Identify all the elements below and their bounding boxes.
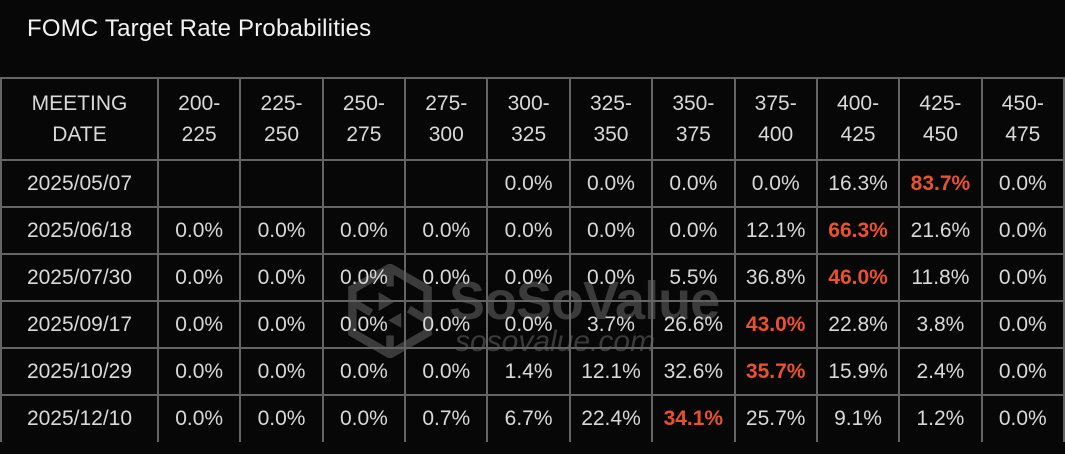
probability-cell: 0.0% (239, 300, 324, 349)
probability-cell: 0.0% (156, 394, 242, 442)
table-row: 2025/05/07 0.0% 0.0% 0.0% 0.0% 16.3% 83.7% 0.0% (0, 159, 1065, 208)
probability-cell: 0.0% (486, 206, 571, 255)
probability-cell: 0.0% (980, 394, 1065, 442)
probability-cell: 22.8% (815, 300, 901, 349)
probability-cell: 0.0% (321, 253, 407, 302)
probability-cell: 35.7% (733, 347, 818, 396)
fomc-probability-table: MEETING DATE 200- 225 225- 250 250- 275 275… (0, 77, 1065, 442)
probability-cell: 6.7% (486, 394, 571, 442)
probability-cell: 0.0% (568, 206, 654, 255)
probability-cell: 0.0% (321, 347, 407, 396)
rate-range-header: 200- 225 (156, 77, 242, 161)
probability-cell: 0.0% (404, 300, 489, 349)
probability-cell: 0.0% (321, 206, 407, 255)
rate-range-header: 225- 250 (239, 77, 324, 161)
probability-cell: 0.0% (651, 159, 736, 208)
meeting-date-header: MEETING DATE (0, 77, 159, 161)
probability-cell: 11.8% (898, 253, 983, 302)
probability-cell (156, 159, 242, 208)
rate-range-header: 350- 375 (651, 77, 736, 161)
probability-cell: 0.0% (568, 159, 654, 208)
meeting-date-cell: 2025/10/29 (0, 347, 159, 396)
probability-cell: 46.0% (815, 253, 901, 302)
probability-cell: 0.7% (404, 394, 489, 442)
probability-cell (404, 159, 489, 208)
probability-cell: 0.0% (156, 347, 242, 396)
probability-cell: 0.0% (651, 206, 736, 255)
probability-cell: 0.0% (239, 347, 324, 396)
rate-range-header: 375- 400 (733, 77, 818, 161)
probability-cell: 66.3% (815, 206, 901, 255)
table-body: 2025/05/07 0.0% 0.0% 0.0% 0.0% 16.3% 83.7% 0.0%… (0, 159, 1065, 442)
probability-cell: 16.3% (815, 159, 901, 208)
page-title: FOMC Target Rate Probabilities (27, 15, 372, 42)
probability-cell: 0.0% (239, 394, 324, 442)
probability-cell: 26.6% (651, 300, 736, 349)
probability-cell: 0.0% (980, 159, 1065, 208)
rate-range-header: 325- 350 (568, 77, 654, 161)
probability-cell: 0.0% (568, 253, 654, 302)
probability-cell: 36.8% (733, 253, 818, 302)
probability-cell: 12.1% (568, 347, 654, 396)
probability-cell: 0.0% (980, 347, 1065, 396)
probability-cell: 0.0% (239, 206, 324, 255)
rate-range-header: 400- 425 (815, 77, 901, 161)
probability-cell: 0.0% (486, 300, 571, 349)
probability-cell: 0.0% (733, 159, 818, 208)
probability-cell: 0.0% (404, 347, 489, 396)
probability-cell: 32.6% (651, 347, 736, 396)
probability-cell (239, 159, 324, 208)
probability-cell: 1.4% (486, 347, 571, 396)
probability-cell (321, 159, 407, 208)
probability-cell: 43.0% (733, 300, 818, 349)
probability-cell: 0.0% (980, 300, 1065, 349)
meeting-date-cell: 2025/09/17 (0, 300, 159, 349)
table-row: 2025/09/17 0.0% 0.0% 0.0% 0.0% 0.0% 3.7% 26.6% 4… (0, 300, 1065, 349)
meeting-date-cell: 2025/07/30 (0, 253, 159, 302)
probability-cell: 0.0% (239, 253, 324, 302)
probability-cell: 0.0% (321, 300, 407, 349)
table-row: 2025/10/29 0.0% 0.0% 0.0% 0.0% 1.4% 12.1% 32.6%… (0, 347, 1065, 396)
probability-cell: 0.0% (321, 394, 407, 442)
probability-cell: 0.0% (404, 253, 489, 302)
probability-cell: 83.7% (898, 159, 983, 208)
probability-cell: 22.4% (568, 394, 654, 442)
rate-range-header: 450- 475 (980, 77, 1065, 161)
header-row: MEETING DATE 200- 225 225- 250 250- 275 275… (0, 77, 1065, 161)
probability-cell: 12.1% (733, 206, 818, 255)
probability-cell: 0.0% (156, 206, 242, 255)
probability-cell: 0.0% (486, 159, 571, 208)
probability-cell: 5.5% (651, 253, 736, 302)
rate-range-header: 425- 450 (898, 77, 983, 161)
probability-cell: 0.0% (980, 206, 1065, 255)
probability-cell: 3.7% (568, 300, 654, 349)
title-bar: FOMC Target Rate Probabilities (0, 0, 1065, 77)
probability-cell: 34.1% (651, 394, 736, 442)
probability-cell: 0.0% (404, 206, 489, 255)
meeting-date-cell: 2025/06/18 (0, 206, 159, 255)
probability-cell: 15.9% (815, 347, 901, 396)
table-row: 2025/12/10 0.0% 0.0% 0.0% 0.7% 6.7% 22.4% 34.1%… (0, 394, 1065, 442)
probability-cell: 3.8% (898, 300, 983, 349)
rate-range-header: 250- 275 (321, 77, 407, 161)
table-row: 2025/06/18 0.0% 0.0% 0.0% 0.0% 0.0% 0.0% 0.0% 12… (0, 206, 1065, 255)
table-row: 2025/07/30 0.0% 0.0% 0.0% 0.0% 0.0% 0.0% 5.5% 36… (0, 253, 1065, 302)
probability-cell: 9.1% (815, 394, 901, 442)
rate-range-header: 300- 325 (486, 77, 571, 161)
meeting-date-cell: 2025/12/10 (0, 394, 159, 442)
probability-cell: 0.0% (980, 253, 1065, 302)
table-header: MEETING DATE 200- 225 225- 250 250- 275 275… (0, 77, 1065, 161)
meeting-date-cell: 2025/05/07 (0, 159, 159, 208)
probability-cell: 1.2% (898, 394, 983, 442)
probability-cell: 0.0% (156, 300, 242, 349)
probability-cell: 21.6% (898, 206, 983, 255)
probability-cell: 2.4% (898, 347, 983, 396)
rate-range-header: 275- 300 (404, 77, 489, 161)
probability-cell: 0.0% (486, 253, 571, 302)
probability-cell: 0.0% (156, 253, 242, 302)
probability-cell: 25.7% (733, 394, 818, 442)
